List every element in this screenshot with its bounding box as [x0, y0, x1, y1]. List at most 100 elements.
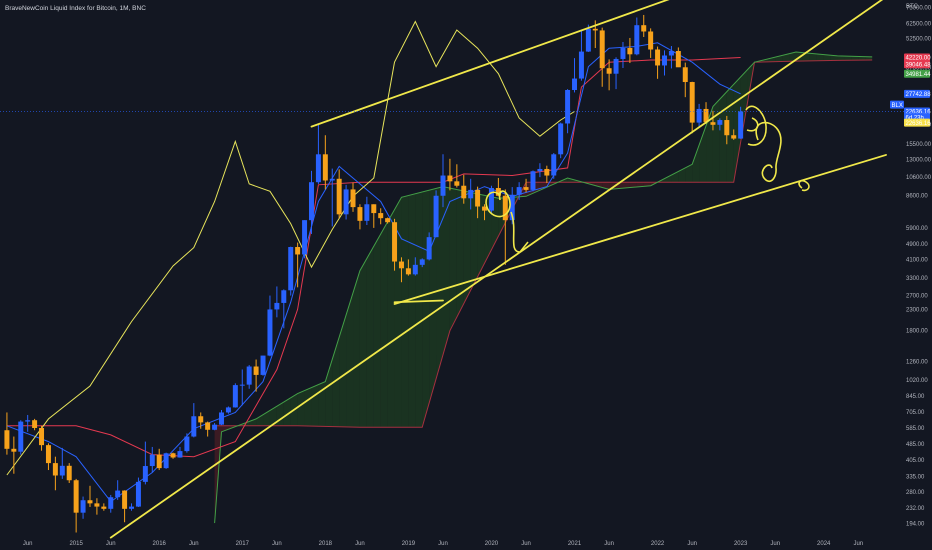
candle-body: [675, 51, 681, 68]
candle-body: [392, 222, 398, 262]
ichimoku-cloud-layer: [214, 51, 873, 524]
cloud-segment: [789, 51, 797, 62]
candle-body: [80, 500, 86, 513]
price-tick-label: 705.00: [906, 410, 925, 416]
time-tick-label: 2017: [236, 541, 250, 547]
candle-body: [565, 90, 571, 124]
candle-body: [149, 454, 155, 467]
time-tick-label: Jun: [604, 541, 614, 547]
cloud-segment: [699, 125, 707, 183]
candle-body: [662, 55, 667, 66]
candle-body: [731, 135, 737, 139]
candle-body: [212, 424, 218, 430]
candle-body: [426, 237, 432, 260]
price-tick-label: 232.00: [906, 506, 925, 512]
candle-body: [488, 188, 494, 211]
candle-body: [454, 181, 460, 186]
price-badge-text: 22636.16: [906, 110, 932, 116]
candle-body: [163, 453, 169, 469]
cloud-segment: [318, 381, 326, 427]
candle-body: [696, 108, 702, 123]
candle-body: [45, 445, 51, 464]
time-tick-label: 2023: [734, 541, 748, 547]
freehand-circle-2020: [485, 190, 529, 253]
cloud-segment: [844, 56, 852, 61]
candle-body: [530, 171, 536, 190]
price-badges: 42220.0039046.4834981.4427742.88BLX22636…: [0, 53, 932, 127]
candle-body: [419, 259, 425, 265]
price-tick-label: 1800.00: [906, 329, 928, 335]
cloud-segment: [706, 106, 713, 183]
price-badge: [904, 89, 930, 98]
candle-body: [156, 454, 162, 469]
leading-span-b-line: [214, 59, 873, 428]
cloud-segment: [477, 193, 485, 277]
candle-body: [336, 178, 342, 215]
time-tick-label: Jun: [23, 541, 33, 547]
candle-body: [115, 490, 121, 498]
candle-body: [281, 290, 287, 303]
price-badge-text: BLX: [892, 103, 903, 109]
cloud-segment: [415, 191, 423, 428]
price-tick-label: 62500.00: [906, 22, 932, 28]
candle-body: [717, 120, 723, 125]
candle-body: [25, 420, 31, 422]
time-tick-label: 2024: [817, 541, 831, 547]
price-badge-text: 6d 23h: [906, 115, 924, 121]
candle-body: [350, 189, 356, 208]
cloud-segment: [249, 418, 257, 426]
price-badge-text: 22636.16: [906, 121, 932, 127]
candle-body: [364, 204, 370, 221]
candle-body: [219, 412, 224, 425]
time-tick-label: 2016: [153, 541, 167, 547]
candle-body: [4, 430, 10, 449]
time-tick-label: Jun: [521, 541, 531, 547]
lagging-span-line: [6, 20, 575, 476]
price-axis[interactable]: 75000.0062500.0052500.0037500.0019500.00…: [906, 6, 932, 528]
candle-body: [620, 48, 626, 59]
time-axis[interactable]: Jun 2015 Jun 2016 Jun 2017 Jun 2018 Jun 2019 Jun 20…: [23, 541, 863, 547]
candle-body: [613, 58, 619, 74]
candle-body: [682, 67, 688, 83]
candle-body: [267, 309, 273, 356]
price-tick-label: 4900.00: [906, 242, 928, 248]
candle-body: [135, 481, 141, 507]
cloud-segment: [401, 195, 409, 428]
freehand-mark: [798, 179, 810, 192]
candle-body: [302, 220, 308, 255]
price-tick-label: 335.00: [906, 474, 925, 480]
candle-body: [668, 51, 674, 56]
candle-body: [572, 78, 578, 91]
candlestick-layer: [4, 14, 744, 533]
candle-body: [191, 416, 197, 437]
cloud-segment: [809, 53, 817, 61]
time-tick-label: 2018: [319, 541, 333, 547]
candle-body: [108, 497, 114, 509]
candle-body: [592, 28, 598, 31]
price-badge-text: 27742.88: [906, 92, 932, 98]
freehand-loop: [755, 121, 782, 183]
candle-body: [274, 302, 280, 310]
cloud-segment: [297, 390, 305, 426]
cloud-segment: [443, 186, 450, 355]
price-badge: [904, 118, 930, 127]
cloud-segment: [816, 53, 824, 61]
time-tick-label: Jun: [438, 541, 448, 547]
price-tick-label: 13000.00: [906, 157, 932, 163]
candle-body: [246, 366, 252, 385]
candle-body: [648, 31, 654, 50]
candle-body: [440, 175, 446, 196]
time-tick-label: 2021: [568, 541, 582, 547]
candle-body: [142, 466, 148, 482]
cloud-segment: [733, 76, 741, 183]
candle-body: [129, 506, 135, 509]
price-badge: [904, 69, 930, 78]
candle-body: [468, 189, 474, 199]
cloud-segment: [830, 55, 838, 61]
time-tick-label: Jun: [272, 541, 282, 547]
price-tick-label: 2300.00: [906, 307, 928, 313]
cloud-segment: [837, 55, 845, 61]
candle-body: [170, 453, 176, 458]
candle-body: [260, 355, 266, 375]
